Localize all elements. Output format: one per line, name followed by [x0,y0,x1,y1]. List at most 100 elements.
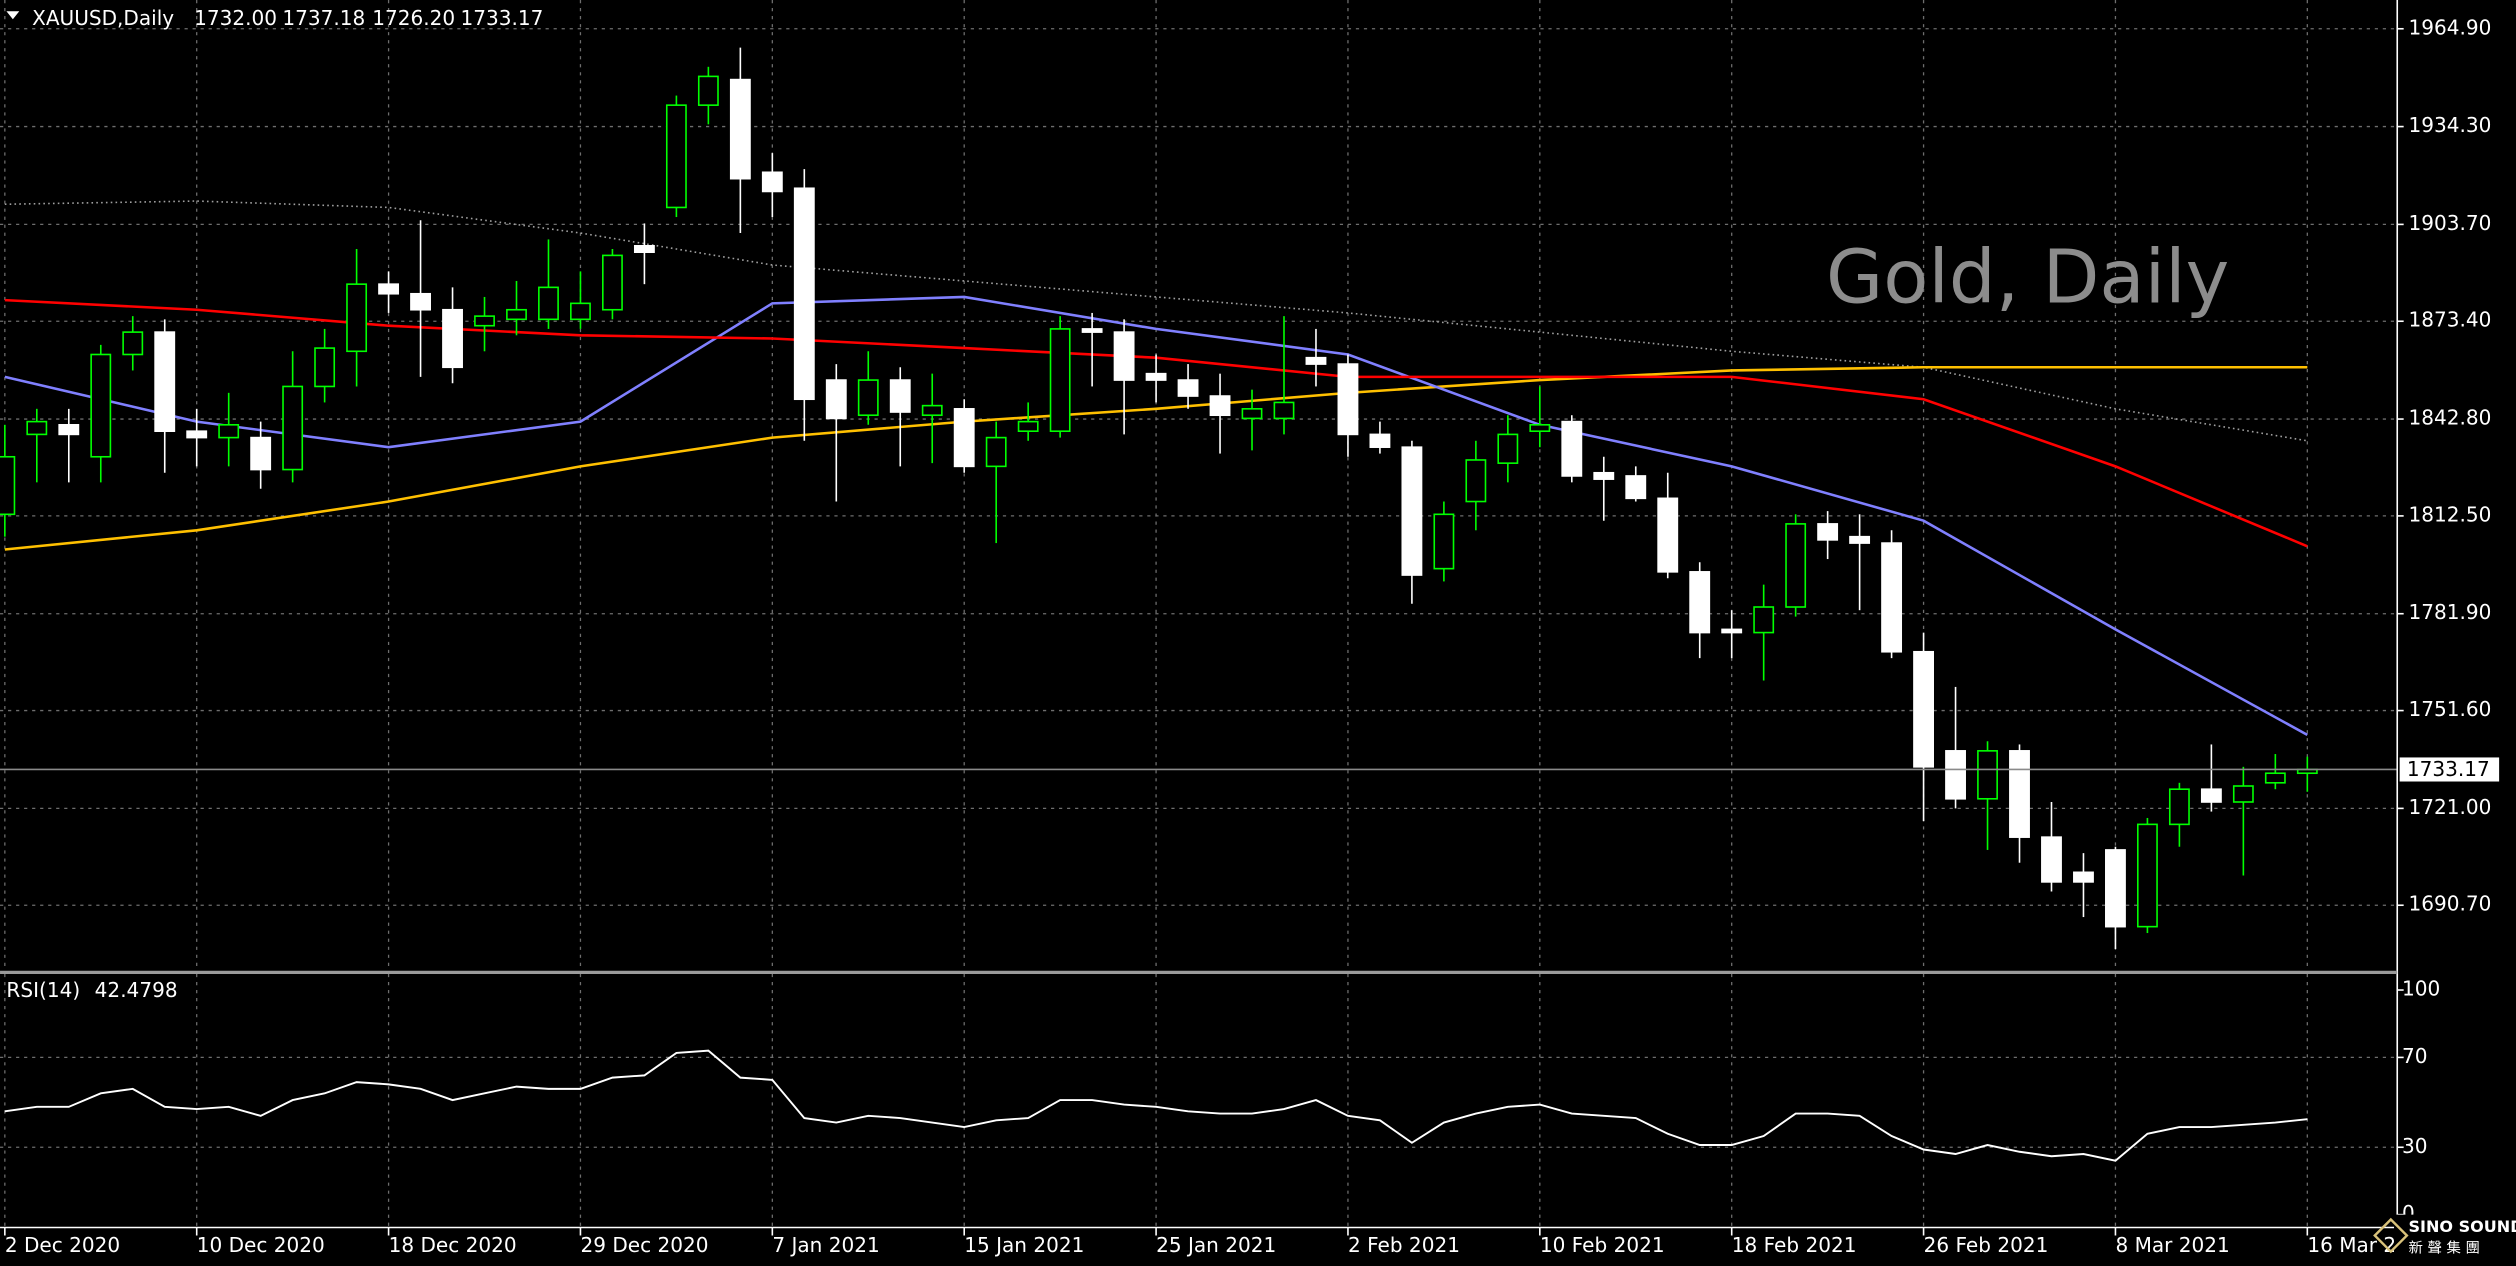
candle-body [506,308,527,321]
candle-body [186,430,208,439]
candle-body [570,302,591,321]
candle-body [122,331,144,356]
candle-body [58,424,80,436]
x-tick-label: 2 Dec 2020 [5,1233,120,1257]
candle-body [1337,363,1359,436]
candle-body [1241,408,1263,420]
x-tick-label: 7 Jan 2021 [772,1233,879,1257]
candle-body [1305,356,1327,365]
candle-body [2168,788,2190,826]
candle-body [1977,750,1998,800]
logo-background [2394,1214,2516,1266]
candle-body [474,315,495,327]
rsi-tick-label: 70 [2402,1044,2428,1068]
candle-body [1913,650,1935,768]
candle-body [1369,433,1391,448]
candle-body [985,436,1007,468]
candle-body [346,283,368,353]
candle-body [921,404,943,417]
candle-body [282,385,304,471]
menu-arrow [6,11,20,20]
y-tick-label: 1934.30 [2408,113,2491,137]
y-tick-label: 1751.60 [2408,697,2491,721]
y-tick-label: 1721.00 [2408,795,2491,819]
candle-body [1721,628,1743,634]
candle-body [1081,328,1103,333]
ohlc-close: 1733.17 [461,6,544,30]
x-tick-label: 25 Jan 2021 [1156,1233,1276,1257]
y-tick-label: 1812.50 [2408,502,2491,526]
ohlc-low: 1726.20 [372,6,455,30]
candle-body [2041,836,2062,883]
candle-body [729,78,751,180]
y-tick-label: 1842.80 [2408,406,2491,430]
y-tick-label: 1964.90 [2408,15,2491,39]
rsi-tick-label: 100 [2402,977,2440,1001]
candle-body [250,436,272,471]
candle-body [1625,475,1647,500]
candle-body [1401,446,1423,576]
candle-body [1433,513,1455,570]
x-tick-label: 2 Feb 2021 [1348,1233,1460,1257]
candle-body [889,379,911,413]
candle-body [602,254,623,311]
rsi-line [4,1049,2308,1162]
candle-body [1113,331,1135,381]
indicator-line [4,365,2308,551]
candle-body [378,283,400,295]
candle-body [1273,401,1295,420]
candle-body [26,420,48,436]
x-tick-label: 29 Dec 2020 [580,1233,708,1257]
candle-body [1817,523,1839,541]
candle-body [1465,459,1487,503]
candle-body [0,455,16,516]
candle-body [1689,571,1711,634]
rsi-value: 42.4798 [95,978,178,1002]
candle-body [697,75,719,106]
candle-body [793,187,815,401]
candle-body [2136,823,2158,928]
candle-body [1945,750,1966,800]
candle-body [154,331,176,433]
candle-body [2073,871,2094,883]
x-tick-label: 26 Feb 2021 [1924,1233,2049,1257]
y-tick-label: 1873.40 [2408,308,2491,332]
candle-body [90,353,112,458]
candle-body [1145,372,1167,381]
y-tick-label: 1903.70 [2408,211,2491,235]
candle-body [1049,328,1071,433]
candle-body [442,308,463,369]
indicator-line [4,295,2308,736]
y-tick-label: 1781.90 [2408,600,2491,624]
x-tick-label: 18 Feb 2021 [1732,1233,1857,1257]
candle-body [953,408,975,468]
symbol: XAUUSD,Daily [32,6,174,30]
y-tick-label: 1690.70 [2408,892,2491,916]
candle-body [2105,849,2126,928]
current-price-box [2398,755,2501,784]
candle-body [1881,542,1903,653]
candle-body [1529,424,1551,433]
logo-name: SINO SOUND [2408,1217,2516,1236]
candle-body [1209,395,1231,417]
candle-body [2200,788,2222,803]
candle-body [857,379,879,417]
candle-body [410,292,431,311]
candle-body [218,424,240,439]
x-tick-label: 8 Mar 2021 [2115,1233,2229,1257]
x-tick-label: 15 Jan 2021 [964,1233,1084,1257]
candle-body [1849,535,1871,544]
candle-body [1177,379,1199,397]
rsi-tick-label: 30 [2402,1134,2428,1158]
candle-body [1593,471,1615,480]
x-tick-label: 10 Feb 2021 [1540,1233,1665,1257]
current-price-label: 1733.17 [2407,757,2490,781]
candle-body [314,347,336,388]
candle-body [1753,606,1775,634]
candle-body [665,104,687,209]
candle-body [1497,433,1519,464]
candle-body [1785,523,1807,608]
candle-body [2264,772,2286,784]
